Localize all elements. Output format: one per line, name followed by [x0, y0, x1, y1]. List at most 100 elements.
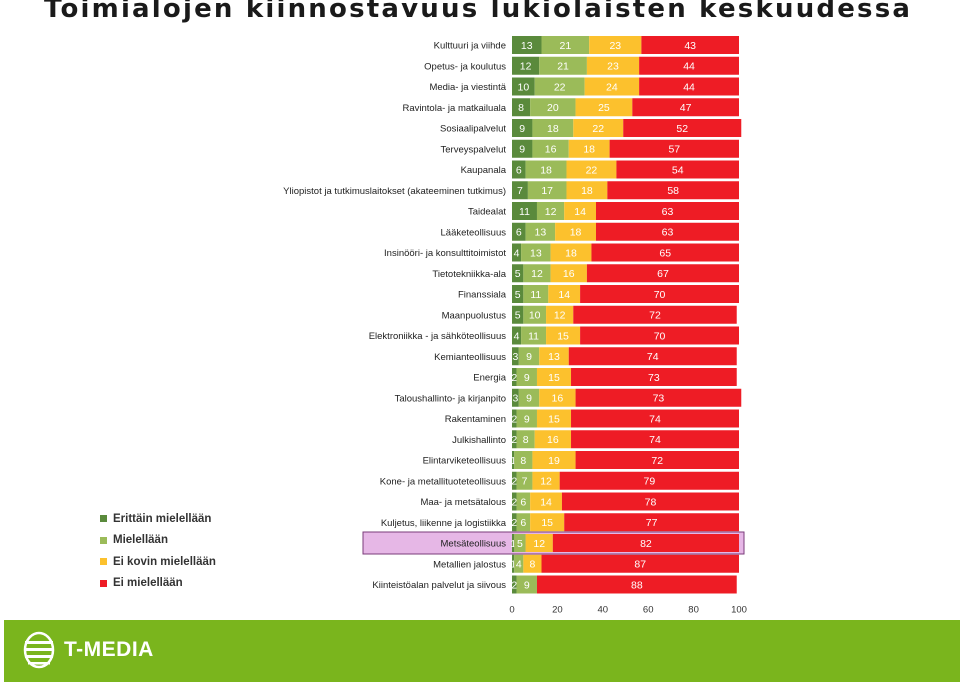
bar-segment	[512, 575, 517, 594]
bar-segment	[512, 202, 537, 220]
bar-segment	[534, 77, 585, 96]
data-label: 18	[583, 144, 595, 156]
data-label: 14	[558, 289, 570, 301]
bar-segment	[571, 430, 739, 449]
data-label: 8	[523, 434, 529, 446]
bar-segment	[571, 368, 737, 386]
data-label: 9	[524, 579, 530, 591]
bar-segment	[512, 492, 517, 511]
data-label: 6	[520, 517, 526, 529]
bar-segment	[532, 139, 569, 158]
bar-segment	[525, 534, 553, 552]
bar-segment	[550, 264, 587, 283]
data-label: 22	[554, 81, 566, 93]
category-label: Kulttuuri ja viihde	[434, 41, 506, 52]
bar-segment	[523, 285, 549, 303]
data-label: 15	[557, 330, 569, 342]
bar-segment	[564, 202, 596, 220]
bar-segment	[512, 513, 517, 532]
category-label: Sosiaalipalvelut	[440, 124, 506, 135]
bar-segment	[539, 347, 569, 366]
bar-segment	[512, 388, 519, 407]
category-label: Tietotekniikka-ala	[432, 269, 506, 280]
legend-item: Ei mielellään	[100, 573, 216, 595]
legend-swatch	[100, 515, 107, 523]
bar-segment	[512, 534, 515, 552]
bar-segment	[541, 554, 739, 573]
data-label: 2	[511, 372, 517, 384]
data-label: 8	[530, 559, 536, 571]
data-label: 12	[520, 61, 532, 73]
data-label: 74	[649, 413, 661, 425]
bar-segment	[523, 305, 547, 324]
legend: Erittäin mielellään Mielellään Ei kovin …	[100, 508, 216, 594]
data-label: 2	[511, 434, 517, 446]
category-label: Metsäteollisuus	[441, 539, 507, 550]
data-label: 44	[683, 81, 695, 93]
bar-segment	[639, 77, 739, 96]
legend-item: Erittäin mielellään	[100, 508, 216, 530]
x-tick-label: 60	[643, 604, 654, 615]
data-label: 21	[560, 40, 572, 52]
bar-segment	[512, 285, 524, 303]
data-label: 20	[547, 102, 559, 114]
bar-segment	[512, 409, 517, 428]
data-label: 63	[662, 227, 674, 239]
data-label: 6	[516, 164, 522, 176]
bar-segment	[532, 471, 560, 490]
category-label: Maanpuolustus	[442, 310, 507, 321]
data-label: 12	[545, 206, 557, 218]
data-label: 16	[552, 393, 564, 405]
data-label: 74	[649, 434, 661, 446]
data-label: 9	[524, 413, 530, 425]
data-label: 10	[518, 81, 530, 93]
data-label: 18	[565, 247, 577, 259]
bar-segment	[595, 222, 739, 241]
bar-segment	[552, 534, 739, 552]
category-label: Yliopistot ja tutkimuslaitokset (akateem…	[283, 186, 506, 197]
bar-segment	[586, 56, 640, 75]
legend-label: Ei kovin mielellään	[113, 555, 216, 568]
bar-segment	[512, 56, 540, 75]
data-label: 10	[529, 310, 541, 322]
data-label: 3	[512, 351, 518, 363]
bar-segment	[532, 451, 576, 469]
bar-segment	[580, 326, 739, 345]
data-label: 12	[533, 538, 545, 550]
bar-segment	[512, 77, 535, 96]
bar-segment	[555, 222, 596, 241]
category-label: Elintarviketeollisuus	[423, 456, 507, 467]
data-label: 67	[657, 268, 669, 280]
bar-segment	[589, 36, 642, 54]
data-label: 19	[548, 455, 560, 467]
data-label: 5	[515, 310, 521, 322]
category-label: Media- ja viestintä	[429, 82, 506, 93]
data-label: 63	[662, 206, 674, 218]
bar-segment	[591, 243, 739, 262]
data-label: 1	[510, 455, 516, 467]
bar-segment	[512, 222, 526, 241]
category-label: Elektroniikka - ja sähköteollisuus	[369, 331, 507, 342]
data-label: 11	[519, 206, 530, 218]
data-label: 12	[540, 476, 552, 488]
bar-segment	[546, 305, 574, 324]
bar-segment	[546, 326, 581, 345]
bar-segment	[566, 160, 617, 179]
category-label: Kiinteistöalan palvelut ja siivous	[372, 580, 506, 591]
bar-segment	[607, 181, 739, 200]
category-label: Finanssiala	[458, 290, 507, 301]
legend-item: Ei kovin mielellään	[100, 551, 216, 573]
data-label: 73	[653, 393, 665, 405]
bar-segment	[512, 368, 517, 386]
category-label: Julkishallinto	[452, 435, 506, 446]
data-label: 22	[586, 164, 598, 176]
data-label: 1	[510, 538, 516, 550]
bar-segment	[536, 368, 572, 386]
data-label: 1	[510, 559, 516, 571]
chart-title: Toimialojen kiinnostavuus lukiolaisten k…	[44, 0, 913, 24]
data-label: 9	[524, 372, 530, 384]
bar-segment	[568, 347, 737, 366]
data-label: 18	[570, 227, 582, 239]
bar-segment	[512, 305, 524, 324]
data-label: 9	[526, 393, 532, 405]
